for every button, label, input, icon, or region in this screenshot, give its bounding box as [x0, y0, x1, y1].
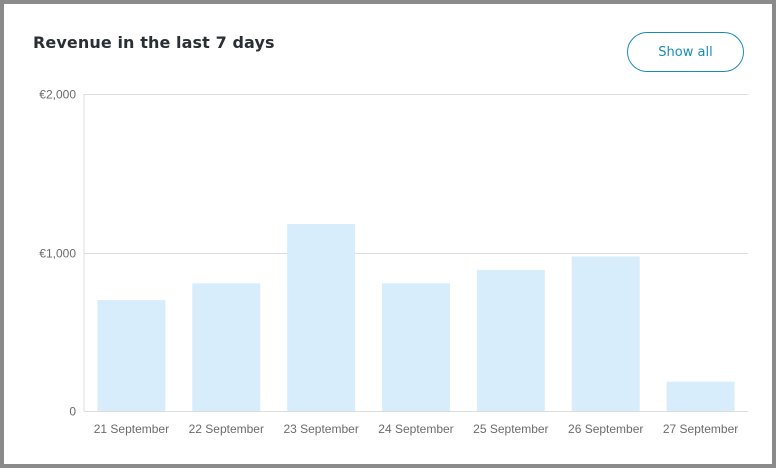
bar [666, 381, 735, 411]
x-tick-label: 21 September [94, 422, 169, 436]
card-title: Revenue in the last 7 days [33, 33, 275, 52]
bar [382, 283, 450, 411]
revenue-bar-chart: 0 €1,000 €2,000 21 September 22 September 23… [39, 88, 748, 436]
bar [192, 283, 261, 411]
x-tick-label: 23 September [283, 422, 358, 436]
chart-gridlines [83, 94, 748, 412]
x-tick-label: 27 September [663, 422, 738, 436]
bar [287, 223, 356, 411]
bar [571, 256, 640, 411]
x-tick-label: 24 September [378, 422, 453, 436]
x-axis-tick-labels: 21 September 22 September 23 September 24 S… [94, 422, 739, 436]
chart-bars [97, 223, 735, 411]
x-tick-label: 25 September [473, 422, 548, 436]
x-tick-label: 22 September [189, 422, 264, 436]
y-tick-label: €2,000 [39, 88, 76, 102]
show-all-button[interactable]: Show all [627, 32, 744, 72]
bar [476, 269, 545, 411]
x-tick-label: 26 September [568, 422, 643, 436]
y-axis-tick-labels: 0 €1,000 €2,000 [39, 88, 76, 419]
y-tick-label: 0 [69, 405, 76, 419]
bar [97, 300, 166, 411]
y-tick-label: €1,000 [39, 247, 76, 261]
